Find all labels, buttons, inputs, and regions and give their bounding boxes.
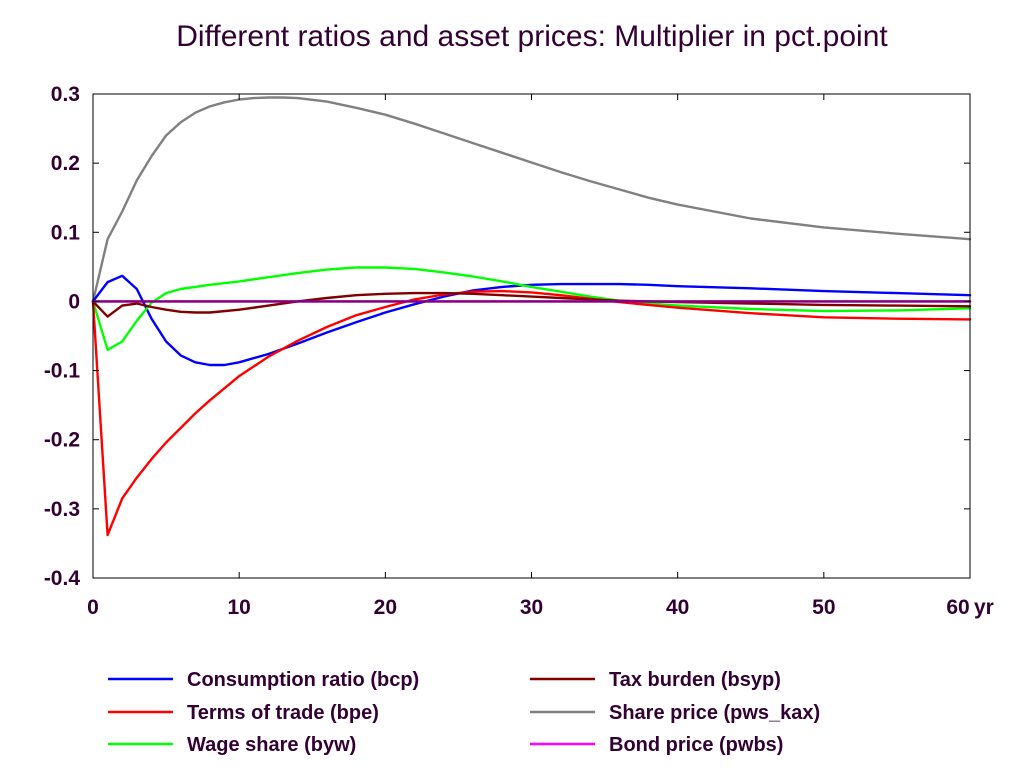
series-line-4	[91, 96, 972, 303]
legend-label: Consumption ratio (bcp)	[187, 669, 419, 691]
plot-lines	[91, 96, 972, 537]
x-tick-label: 60	[946, 596, 969, 619]
y-tick-label: 0	[68, 290, 80, 313]
x-tick-label: 40	[666, 596, 689, 619]
legend-label: Share price (pws_kax)	[609, 702, 820, 724]
y-tick-label: -0.2	[44, 429, 80, 452]
series-line-2	[91, 266, 972, 351]
y-tick-label: -0.3	[44, 498, 80, 521]
chart-title: Different ratios and asset prices: Multi…	[176, 20, 888, 53]
x-tick-label: 30	[520, 596, 543, 619]
legend-label: Tax burden (bsyp)	[609, 669, 781, 691]
legend: Consumption ratio (bcp) Tax burden (bsyp)…	[108, 669, 820, 756]
legend-label: Bond price (pwbs)	[609, 734, 783, 756]
y-tick-label: 0.1	[51, 221, 81, 244]
y-tick-label: 0.2	[51, 152, 80, 175]
x-tick-label: 50	[812, 596, 835, 619]
y-tick-label: -0.1	[44, 360, 81, 383]
series-line-1	[91, 289, 972, 537]
x-unit-label: yr	[974, 596, 994, 619]
series-line-0	[91, 274, 972, 367]
x-tick-label: 10	[227, 596, 250, 619]
x-axis: 0 10 20 30 40 50 60 yr	[87, 94, 994, 619]
y-axis: 0.3 0.2 0.1 0 -0.1 -0.2 -0.3 -0.4	[44, 83, 970, 590]
legend-label: Wage share (byw)	[187, 734, 356, 756]
legend-label: Terms of trade (bpe)	[187, 702, 379, 724]
y-tick-label: -0.4	[44, 567, 81, 590]
series-line-3	[91, 291, 972, 318]
y-tick-label: 0.3	[51, 83, 80, 106]
x-tick-label: 20	[374, 596, 397, 619]
plot-frame	[92, 93, 971, 579]
x-tick-label: 0	[87, 596, 99, 619]
